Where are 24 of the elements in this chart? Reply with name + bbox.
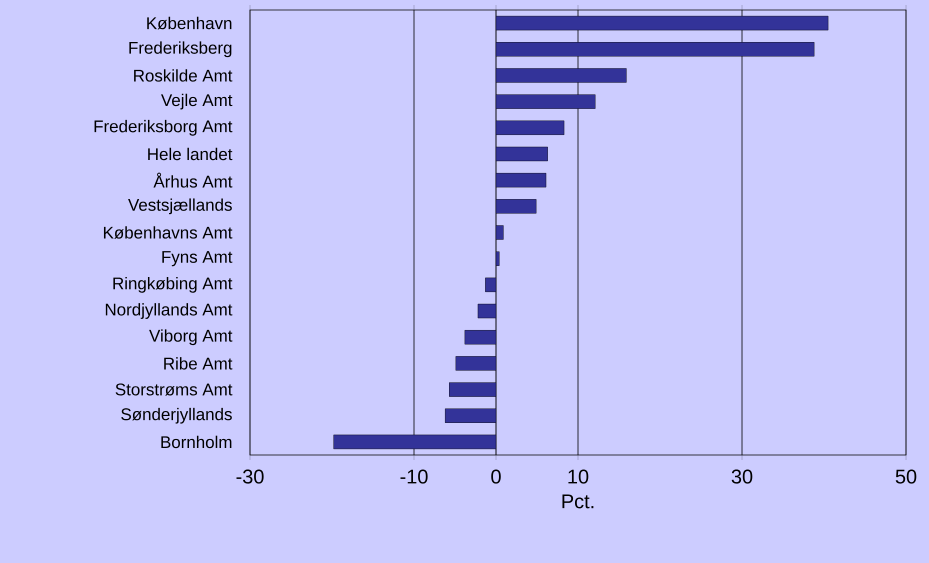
y-tick-label: Viborg Amt (149, 329, 232, 346)
y-tick-label: Bornholm (161, 436, 232, 448)
y-tick-label: Ringkøbing Amt (113, 276, 232, 293)
x-axis-title: Pct. (562, 494, 594, 508)
y-tick-label: Århus Amt (153, 172, 232, 188)
y-tick-label: København (147, 16, 232, 30)
y-tick-label: Sønderjyllands (121, 408, 232, 424)
x-tick-label: 0 (491, 470, 501, 484)
x-tick-label: -10 (400, 470, 428, 484)
x-tick-label: 10 (568, 470, 588, 484)
y-tick-label: Vejle Amt (161, 94, 232, 110)
y-tick-label: Nordjyllands Amt (106, 303, 232, 319)
x-tick-label: -30 (236, 470, 264, 484)
y-tick-label: Roskilde Amt (134, 69, 232, 82)
y-tick-label: Storstrøms Amt (116, 383, 232, 396)
y-tick-label: Ribe Amt (164, 357, 232, 370)
x-tick-label: 50 (896, 470, 916, 484)
y-tick-label: Vestsjællands (128, 198, 232, 214)
y-tick-label: Københavns Amt (104, 226, 232, 239)
x-tick-label: 30 (732, 470, 752, 484)
y-tick-label: Fyns Amt (162, 251, 232, 266)
y-tick-label: Frederiksberg (129, 41, 232, 58)
y-tick-label: Hele landet (148, 148, 232, 160)
y-tick-label: Frederiksborg Amt (94, 120, 232, 136)
